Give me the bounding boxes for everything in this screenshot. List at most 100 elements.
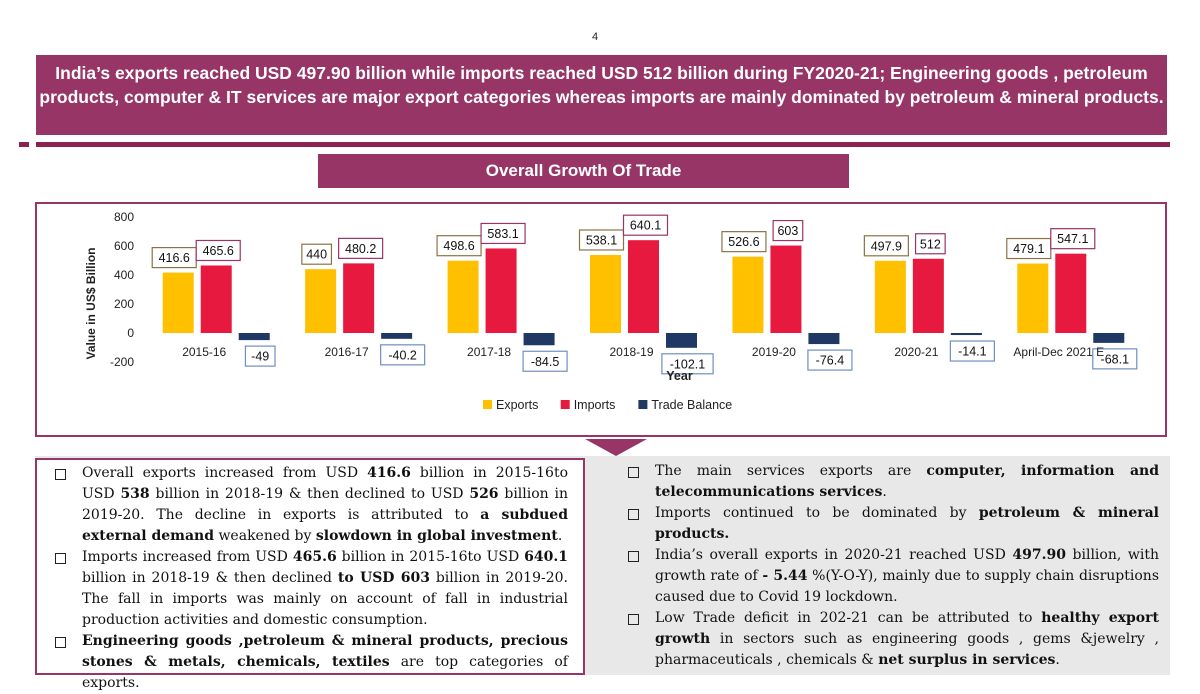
x-tick-label: 2017-18 bbox=[467, 345, 511, 359]
imports-bar bbox=[343, 263, 375, 333]
exports-data-label: 497.9 bbox=[871, 239, 902, 253]
imports-data-label: 603 bbox=[777, 224, 798, 238]
x-tick-label: April-Dec 2021 E bbox=[1013, 345, 1104, 359]
imports-legend-label: Imports bbox=[574, 398, 616, 412]
down-arrow-icon bbox=[585, 439, 647, 456]
imports-label-box bbox=[622, 214, 669, 236]
exports-bar bbox=[447, 260, 479, 333]
trade-balance-legend-label: Trade Balance bbox=[651, 398, 732, 412]
trade-chart-panel: -200 0 200 400 600 800 Value in US$ Billion 416… bbox=[35, 202, 1167, 437]
imports-bar bbox=[485, 248, 517, 333]
x-tick-label: 2020-21 bbox=[894, 345, 938, 359]
exports-data-label: 538.1 bbox=[586, 233, 617, 247]
bullet-item: Imports increased from USD 465.6 billion… bbox=[53, 547, 568, 631]
divider-rule bbox=[36, 142, 1170, 147]
imports-label-box bbox=[914, 233, 946, 255]
x-tick-label: 2019-20 bbox=[752, 345, 796, 359]
exports-label-box bbox=[301, 243, 333, 265]
left-bullet-list: Overall exports increased from USD 416.6… bbox=[53, 463, 568, 694]
exports-bar bbox=[732, 256, 764, 333]
y-tick-label: 0 bbox=[127, 326, 134, 340]
exports-bar bbox=[162, 272, 194, 333]
exports-label-box bbox=[436, 235, 482, 257]
exports-bar bbox=[874, 260, 906, 333]
exports-data-label: 498.6 bbox=[443, 239, 474, 253]
y-axis-title: Value in US$ Billion bbox=[84, 247, 98, 359]
exports-label-box bbox=[578, 229, 625, 251]
checkbox-bullet-icon bbox=[55, 637, 66, 648]
trade-balance-bar bbox=[238, 333, 270, 341]
trade-balance-data-label: -76.4 bbox=[816, 354, 845, 368]
y-tick-label: -200 bbox=[110, 355, 134, 369]
imports-bar bbox=[200, 265, 232, 333]
trade-balance-label-box bbox=[1092, 348, 1138, 370]
exports-data-label: 440 bbox=[306, 248, 327, 262]
trade-balance-data-label: -68.1 bbox=[1101, 352, 1130, 366]
checkbox-bullet-icon bbox=[55, 469, 66, 480]
y-tick-label: 200 bbox=[114, 297, 134, 311]
trade-balance-bar bbox=[523, 333, 555, 346]
trade-balance-data-label: -84.5 bbox=[531, 355, 560, 369]
trade-balance-bar bbox=[808, 333, 840, 345]
imports-label-box bbox=[1050, 228, 1096, 250]
headline-banner: India’s exports reached USD 497.90 billi… bbox=[36, 55, 1167, 135]
x-axis-title: Year bbox=[666, 369, 693, 383]
exports-label-box bbox=[863, 235, 909, 257]
exports-bar bbox=[590, 254, 621, 333]
imports-data-label: 480.2 bbox=[345, 242, 376, 256]
imports-label-box bbox=[338, 237, 384, 259]
exports-data-label: 416.6 bbox=[159, 251, 190, 265]
bullet-item: Overall exports increased from USD 416.6… bbox=[53, 463, 568, 547]
x-tick-label: 2015-16 bbox=[182, 345, 226, 359]
exports-bar bbox=[305, 269, 337, 333]
exports-label-box bbox=[721, 231, 767, 253]
trade-balance-data-label: -14.1 bbox=[958, 345, 987, 359]
x-tick-label: 2016-17 bbox=[325, 345, 369, 359]
imports-data-label: 512 bbox=[920, 237, 941, 251]
checkbox-bullet-icon bbox=[628, 614, 639, 625]
checkbox-bullet-icon bbox=[628, 467, 639, 478]
page-number: 4 bbox=[591, 31, 599, 43]
imports-bar bbox=[1055, 253, 1087, 333]
left-bullet-panel bbox=[35, 458, 585, 675]
trade-balance-label-box bbox=[807, 349, 853, 371]
trade-balance-bar bbox=[950, 333, 982, 336]
trade-balance-data-label: -49 bbox=[251, 350, 269, 364]
bullet-item: The main services exports are computer, … bbox=[626, 461, 1159, 503]
bullet-item: Imports continued to be dominated by pet… bbox=[626, 503, 1159, 545]
y-tick-label: 600 bbox=[114, 239, 134, 253]
imports-data-label: 583.1 bbox=[487, 227, 518, 241]
exports-legend-label: Exports bbox=[496, 398, 538, 412]
trade-balance-data-label: -40.2 bbox=[388, 348, 417, 362]
trade-balance-label-box bbox=[522, 350, 568, 372]
trade-balance-data-label: -102.1 bbox=[670, 357, 705, 371]
trade-balance-bar bbox=[1093, 333, 1125, 343]
trade-balance-label-box bbox=[380, 344, 426, 366]
trade-balance-bar bbox=[666, 333, 697, 348]
exports-data-label: 479.1 bbox=[1013, 242, 1044, 256]
checkbox-bullet-icon bbox=[55, 553, 66, 564]
imports-data-label: 547.1 bbox=[1057, 232, 1088, 246]
imports-data-label: 640.1 bbox=[630, 219, 661, 233]
exports-bar bbox=[1017, 263, 1049, 333]
exports-legend-swatch bbox=[483, 400, 492, 409]
imports-data-label: 465.6 bbox=[203, 244, 234, 258]
x-tick-label: 2018-19 bbox=[609, 345, 653, 359]
trade-balance-bar bbox=[381, 333, 413, 339]
imports-legend-swatch bbox=[560, 400, 570, 409]
trade-balance-label-box bbox=[949, 340, 995, 362]
section-title: Overall Growth Of Trade bbox=[318, 154, 849, 188]
trade-growth-chart: -200 0 200 400 600 800 Value in US$ Billion 416… bbox=[84, 210, 1138, 412]
imports-bar bbox=[912, 258, 944, 333]
trade-balance-label-box bbox=[661, 353, 714, 375]
checkbox-bullet-icon bbox=[628, 551, 639, 562]
trade-balance-label-box bbox=[244, 345, 276, 367]
checkbox-bullet-icon bbox=[628, 509, 639, 520]
bullet-item: India’s overall exports in 2020-21 reach… bbox=[626, 545, 1159, 608]
y-tick-label: 800 bbox=[114, 210, 134, 224]
bullet-item: Engineering goods ,petroleum & mineral p… bbox=[53, 631, 568, 694]
imports-label-box bbox=[480, 222, 526, 245]
bullet-item: Low Trade deficit in 202-21 can be attri… bbox=[626, 608, 1159, 671]
divider-mark bbox=[19, 142, 29, 147]
right-bullet-list: The main services exports are computer, … bbox=[626, 461, 1159, 671]
